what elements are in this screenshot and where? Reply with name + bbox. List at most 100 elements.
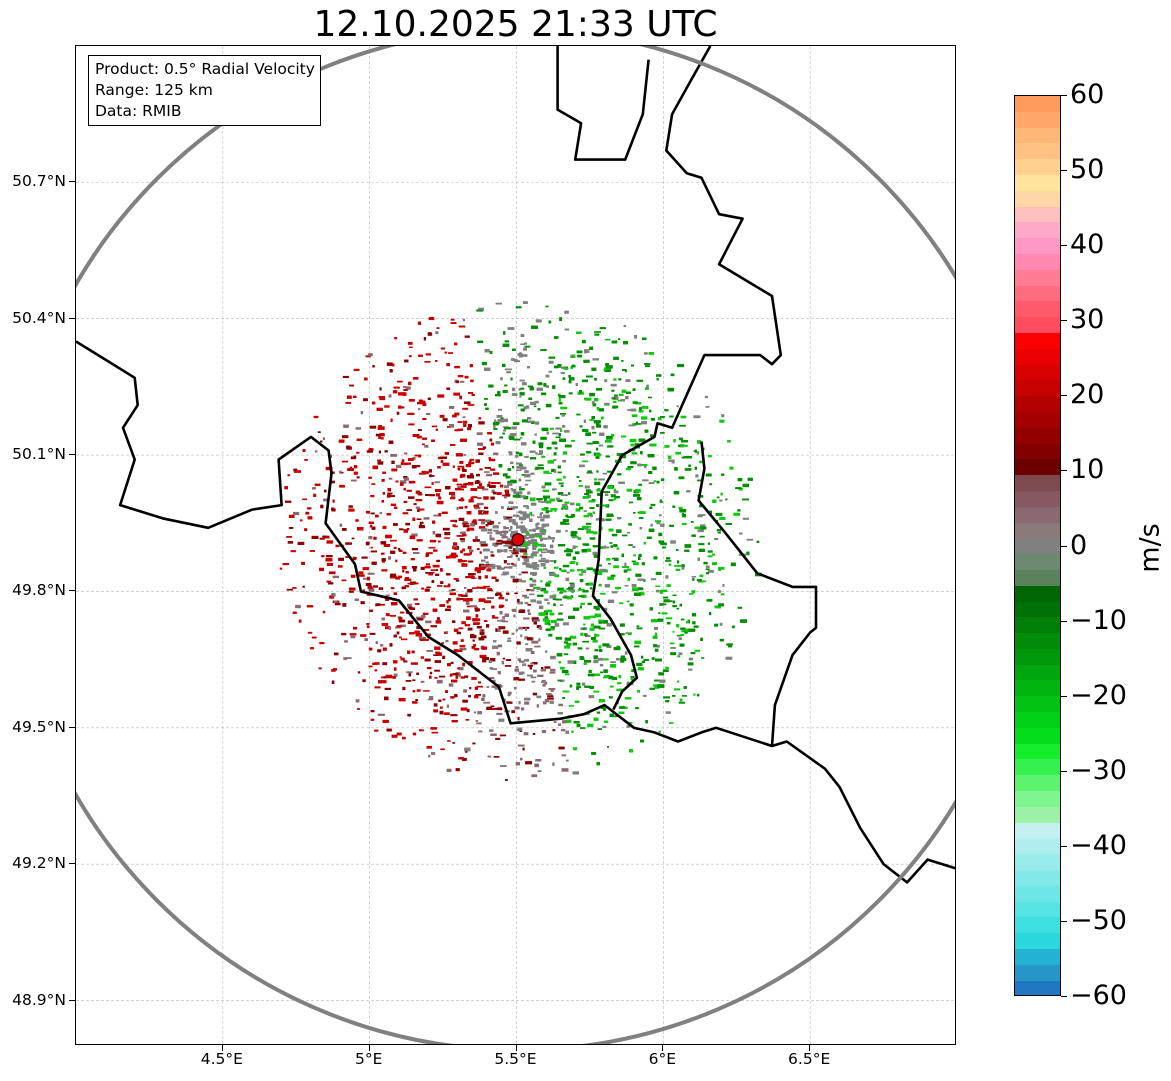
- velocity-echo: [672, 631, 675, 633]
- velocity-echo: [503, 698, 506, 702]
- velocity-echo: [425, 553, 429, 557]
- velocity-echo: [475, 614, 479, 618]
- velocity-echo: [624, 697, 632, 700]
- velocity-echo: [540, 538, 543, 542]
- velocity-echo: [451, 494, 456, 498]
- velocity-echo: [676, 634, 682, 637]
- velocity-echo: [622, 369, 627, 371]
- velocity-echo: [474, 686, 478, 690]
- velocity-echo: [630, 408, 637, 412]
- velocity-echo: [592, 551, 598, 555]
- velocity-echo: [686, 621, 689, 624]
- velocity-echo: [609, 542, 613, 544]
- velocity-echo: [440, 748, 445, 751]
- velocity-echo: [452, 673, 459, 676]
- velocity-echo: [589, 686, 594, 689]
- radar-site-marker[interactable]: [511, 533, 525, 547]
- velocity-echo: [531, 774, 538, 778]
- velocity-echo: [431, 425, 438, 428]
- velocity-echo: [504, 489, 509, 493]
- velocity-echo: [472, 618, 478, 622]
- velocity-echo: [556, 618, 564, 621]
- radar-map-panel[interactable]: [75, 45, 956, 1045]
- velocity-echo: [654, 685, 660, 689]
- velocity-echo: [513, 506, 518, 509]
- velocity-echo: [334, 603, 341, 606]
- velocity-echo: [592, 358, 599, 361]
- velocity-echo: [532, 692, 537, 696]
- velocity-echo: [721, 473, 725, 476]
- velocity-echo: [518, 678, 525, 681]
- velocity-echo: [596, 388, 602, 391]
- velocity-echo: [380, 541, 387, 545]
- velocity-echo: [545, 621, 551, 625]
- velocity-echo: [699, 580, 707, 583]
- velocity-echo: [649, 443, 657, 447]
- velocity-echo: [641, 421, 647, 425]
- colorbar-tick-label: 50: [1070, 154, 1105, 186]
- velocity-echo: [395, 626, 401, 629]
- velocity-echo: [672, 600, 675, 604]
- velocity-echo: [678, 437, 683, 441]
- velocity-echo: [527, 420, 533, 423]
- velocity-echo: [307, 507, 312, 510]
- velocity-echo: [331, 593, 336, 597]
- velocity-echo: [513, 438, 521, 441]
- velocity-echo: [582, 339, 586, 344]
- velocity-echo: [547, 510, 553, 512]
- velocity-echo: [618, 675, 622, 679]
- velocity-echo: [517, 598, 520, 603]
- velocity-echo: [352, 556, 356, 561]
- velocity-echo: [603, 491, 610, 493]
- velocity-echo: [391, 460, 395, 464]
- velocity-echo: [595, 453, 602, 457]
- velocity-echo: [618, 633, 625, 636]
- velocity-echo: [341, 632, 347, 636]
- velocity-echo: [668, 722, 674, 724]
- velocity-echo: [399, 636, 402, 639]
- velocity-echo: [581, 549, 588, 553]
- velocity-echo: [678, 701, 685, 704]
- velocity-echo: [599, 649, 603, 652]
- velocity-echo: [603, 368, 606, 371]
- velocity-echo: [523, 732, 529, 736]
- velocity-echo: [397, 575, 402, 579]
- velocity-echo: [569, 635, 577, 639]
- velocity-echo: [540, 501, 546, 503]
- velocity-echo: [505, 493, 511, 497]
- velocity-echo: [540, 518, 545, 522]
- velocity-echo: [719, 517, 726, 520]
- velocity-echo: [479, 483, 483, 487]
- velocity-echo: [583, 627, 586, 630]
- velocity-echo: [387, 488, 391, 492]
- velocity-echo: [377, 649, 382, 653]
- velocity-echo: [470, 523, 475, 527]
- velocity-echo: [372, 662, 377, 665]
- velocity-echo: [681, 566, 685, 570]
- colorbar-segment: [1015, 680, 1060, 697]
- velocity-echo: [549, 671, 556, 674]
- velocity-echo: [411, 548, 418, 551]
- velocity-echo: [718, 603, 724, 607]
- velocity-echo: [520, 408, 525, 412]
- velocity-echo: [512, 579, 519, 583]
- velocity-echo: [490, 705, 495, 707]
- velocity-echo: [680, 444, 685, 448]
- velocity-echo: [538, 638, 541, 642]
- velocity-echo: [706, 572, 709, 575]
- velocity-echo: [520, 343, 526, 345]
- velocity-echo: [467, 589, 473, 593]
- velocity-echo: [522, 594, 527, 597]
- velocity-echo: [706, 599, 713, 602]
- velocity-echo: [561, 415, 565, 417]
- velocity-echo: [593, 625, 601, 629]
- lat-tick-mark: [69, 863, 75, 865]
- velocity-echo: [508, 549, 515, 552]
- velocity-echo: [472, 519, 477, 522]
- velocity-echo: [497, 671, 501, 675]
- velocity-echo: [320, 504, 324, 509]
- velocity-echo: [433, 703, 438, 707]
- velocity-echo: [535, 421, 540, 425]
- velocity-echo: [608, 499, 614, 502]
- velocity-echo: [422, 400, 426, 404]
